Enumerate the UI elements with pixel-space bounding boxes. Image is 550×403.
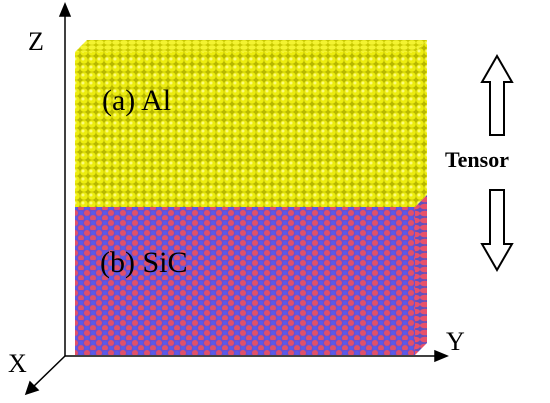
- down-arrow: [480, 189, 514, 273]
- y-arrowhead: [434, 349, 449, 363]
- sic-layer: [75, 207, 415, 355]
- tensor-label: Tensor: [445, 147, 509, 172]
- layer-label: (a) Al: [102, 84, 171, 117]
- axes: [24, 2, 449, 396]
- al-side-face: [415, 40, 427, 207]
- al-layer: [75, 52, 415, 207]
- sic-side-face: [415, 195, 427, 355]
- x-axis: [31, 355, 66, 389]
- x-arrowhead: [24, 380, 40, 396]
- al-top-face: [75, 40, 427, 52]
- up-arrow: [480, 53, 514, 136]
- layer-label: (b) SiC: [100, 246, 188, 279]
- z-label: Z: [28, 27, 44, 56]
- y-label: Y: [446, 327, 465, 356]
- x-label: X: [8, 349, 27, 378]
- z-arrowhead: [58, 2, 72, 17]
